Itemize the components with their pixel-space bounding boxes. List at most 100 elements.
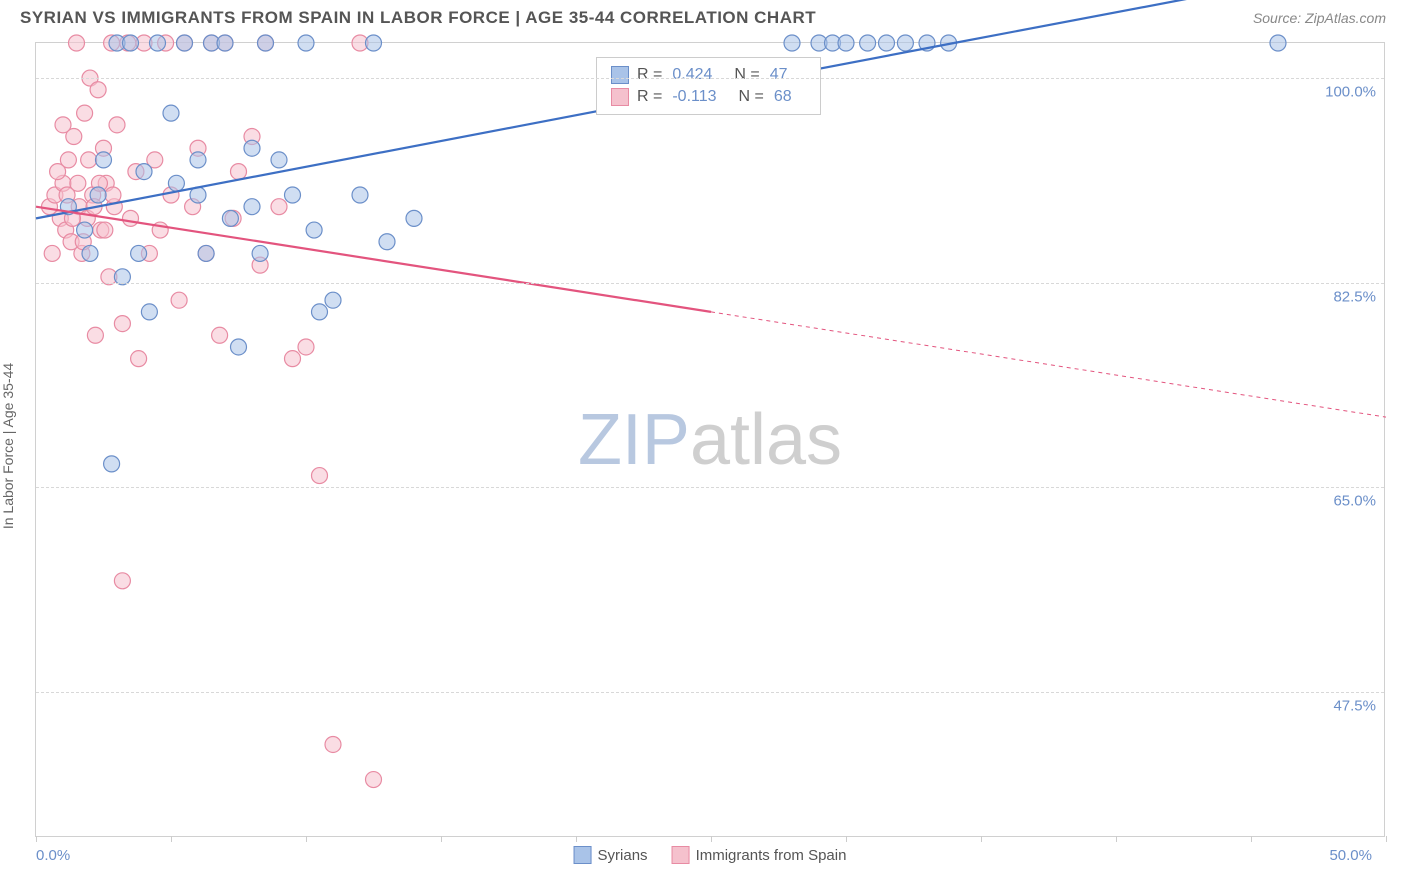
chart-title: SYRIAN VS IMMIGRANTS FROM SPAIN IN LABOR… bbox=[20, 8, 816, 28]
x-tick bbox=[171, 836, 172, 842]
scatter-point bbox=[177, 35, 193, 51]
chart-header: SYRIAN VS IMMIGRANTS FROM SPAIN IN LABOR… bbox=[0, 0, 1406, 36]
scatter-point bbox=[96, 152, 112, 168]
legend-n-value-spain: 68 bbox=[774, 88, 792, 106]
x-tick-label-min: 0.0% bbox=[36, 847, 70, 864]
scatter-point bbox=[379, 234, 395, 250]
scatter-point bbox=[217, 35, 233, 51]
scatter-point bbox=[860, 35, 876, 51]
scatter-point bbox=[366, 772, 382, 788]
scatter-point bbox=[325, 736, 341, 752]
legend-label-spain: Immigrants from Spain bbox=[696, 847, 847, 864]
scatter-point bbox=[109, 117, 125, 133]
scatter-point bbox=[784, 35, 800, 51]
gridline bbox=[36, 692, 1384, 693]
legend-swatch-blue bbox=[574, 846, 592, 864]
x-tick bbox=[1116, 836, 1117, 842]
legend-swatch-pink bbox=[672, 846, 690, 864]
scatter-point bbox=[90, 187, 106, 203]
scatter-point bbox=[87, 327, 103, 343]
y-tick-label: 100.0% bbox=[1325, 84, 1376, 101]
scatter-point bbox=[298, 35, 314, 51]
legend-r-value-spain: -0.113 bbox=[672, 88, 716, 106]
scatter-point bbox=[252, 245, 268, 261]
legend-r-label: R = bbox=[637, 66, 662, 84]
scatter-point bbox=[198, 245, 214, 261]
scatter-point bbox=[271, 199, 287, 215]
scatter-point bbox=[212, 327, 228, 343]
scatter-point bbox=[50, 164, 66, 180]
scatter-point bbox=[244, 199, 260, 215]
gridline bbox=[36, 487, 1384, 488]
scatter-point bbox=[897, 35, 913, 51]
scatter-point bbox=[325, 292, 341, 308]
y-axis-label: In Labor Force | Age 35-44 bbox=[0, 363, 16, 529]
y-tick-label: 47.5% bbox=[1333, 697, 1376, 714]
scatter-point bbox=[123, 35, 139, 51]
scatter-point bbox=[366, 35, 382, 51]
scatter-point bbox=[90, 82, 106, 98]
x-tick bbox=[981, 836, 982, 842]
y-tick-label: 82.5% bbox=[1333, 288, 1376, 305]
scatter-point bbox=[114, 316, 130, 332]
x-tick bbox=[1251, 836, 1252, 842]
scatter-point bbox=[231, 339, 247, 355]
scatter-point bbox=[77, 105, 93, 121]
scatter-point bbox=[141, 304, 157, 320]
scatter-point bbox=[352, 187, 368, 203]
scatter-point bbox=[244, 140, 260, 156]
legend-r-value-syrians: 0.424 bbox=[672, 66, 712, 84]
scatter-point bbox=[81, 152, 97, 168]
scatter-point bbox=[114, 573, 130, 589]
legend-row-spain: R = -0.113 N = 68 bbox=[611, 86, 806, 108]
x-tick bbox=[1386, 836, 1387, 842]
scatter-point bbox=[222, 210, 238, 226]
scatter-point bbox=[879, 35, 895, 51]
scatter-point bbox=[258, 35, 274, 51]
scatter-point bbox=[131, 351, 147, 367]
legend-swatch-pink bbox=[611, 88, 629, 106]
scatter-plot-svg bbox=[36, 43, 1384, 836]
scatter-point bbox=[298, 339, 314, 355]
x-tick bbox=[576, 836, 577, 842]
scatter-point bbox=[150, 35, 166, 51]
scatter-point bbox=[171, 292, 187, 308]
legend-n-label: N = bbox=[734, 66, 759, 84]
legend-item-spain: Immigrants from Spain bbox=[672, 846, 847, 864]
trend-line-extrapolation bbox=[711, 312, 1386, 417]
scatter-point bbox=[163, 105, 179, 121]
scatter-point bbox=[104, 456, 120, 472]
scatter-point bbox=[838, 35, 854, 51]
legend-r-label: R = bbox=[637, 88, 662, 106]
chart-plot-area: ZIPatlas R = 0.424 N = 47 R = -0.113 N =… bbox=[35, 42, 1385, 837]
scatter-point bbox=[190, 152, 206, 168]
scatter-point bbox=[77, 222, 93, 238]
legend-label-syrians: Syrians bbox=[598, 847, 648, 864]
scatter-point bbox=[69, 35, 85, 51]
y-tick-label: 65.0% bbox=[1333, 493, 1376, 510]
scatter-point bbox=[406, 210, 422, 226]
x-tick-label-max: 50.0% bbox=[1329, 847, 1372, 864]
legend-row-syrians: R = 0.424 N = 47 bbox=[611, 64, 806, 86]
scatter-point bbox=[70, 175, 86, 191]
x-tick bbox=[711, 836, 712, 842]
scatter-point bbox=[306, 222, 322, 238]
x-tick bbox=[36, 836, 37, 842]
scatter-point bbox=[1270, 35, 1286, 51]
gridline bbox=[36, 78, 1384, 79]
legend-n-label: N = bbox=[739, 88, 764, 106]
scatter-point bbox=[123, 210, 139, 226]
scatter-point bbox=[55, 117, 71, 133]
gridline bbox=[36, 283, 1384, 284]
legend-item-syrians: Syrians bbox=[574, 846, 648, 864]
scatter-point bbox=[82, 245, 98, 261]
x-tick bbox=[441, 836, 442, 842]
scatter-point bbox=[312, 304, 328, 320]
scatter-point bbox=[231, 164, 247, 180]
source-attribution: Source: ZipAtlas.com bbox=[1253, 10, 1386, 26]
legend-n-value-syrians: 47 bbox=[770, 66, 788, 84]
scatter-point bbox=[285, 351, 301, 367]
scatter-point bbox=[44, 245, 60, 261]
legend-swatch-blue bbox=[611, 66, 629, 84]
scatter-point bbox=[271, 152, 287, 168]
